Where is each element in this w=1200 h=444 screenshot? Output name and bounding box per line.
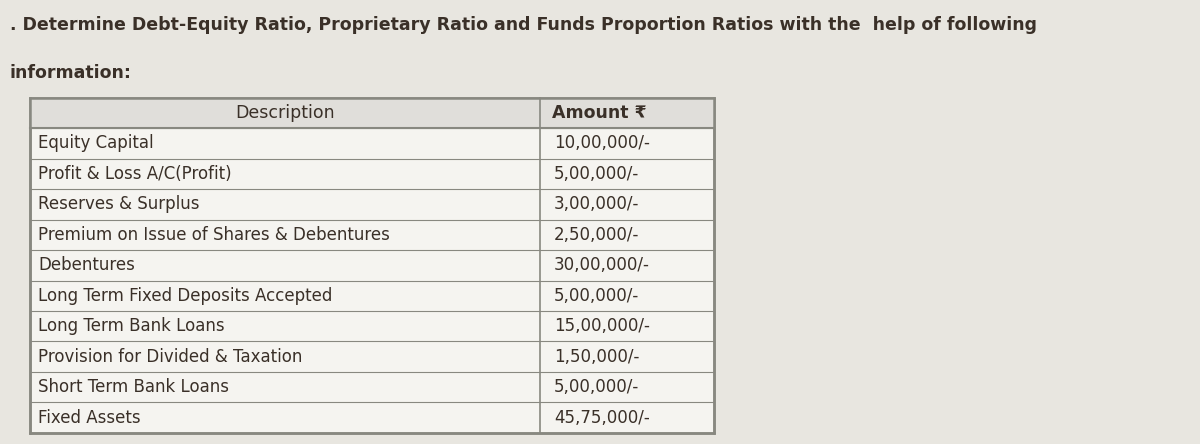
- Text: Amount ₹: Amount ₹: [552, 104, 647, 122]
- Text: 2,50,000/-: 2,50,000/-: [554, 226, 640, 244]
- Text: Long Term Bank Loans: Long Term Bank Loans: [38, 317, 226, 335]
- Text: information:: information:: [10, 64, 132, 83]
- Text: 5,00,000/-: 5,00,000/-: [554, 165, 640, 183]
- Text: 5,00,000/-: 5,00,000/-: [554, 287, 640, 305]
- Text: . Determine Debt-Equity Ratio, Proprietary Ratio and Funds Proportion Ratios wit: . Determine Debt-Equity Ratio, Proprieta…: [10, 16, 1037, 34]
- Text: 1,50,000/-: 1,50,000/-: [554, 348, 640, 366]
- Text: Equity Capital: Equity Capital: [38, 135, 154, 152]
- Text: Premium on Issue of Shares & Debentures: Premium on Issue of Shares & Debentures: [38, 226, 390, 244]
- Text: 10,00,000/-: 10,00,000/-: [554, 135, 650, 152]
- Text: 30,00,000/-: 30,00,000/-: [554, 256, 650, 274]
- Text: Short Term Bank Loans: Short Term Bank Loans: [38, 378, 229, 396]
- Text: Long Term Fixed Deposits Accepted: Long Term Fixed Deposits Accepted: [38, 287, 332, 305]
- Text: Debentures: Debentures: [38, 256, 136, 274]
- Text: 15,00,000/-: 15,00,000/-: [554, 317, 650, 335]
- Text: 45,75,000/-: 45,75,000/-: [554, 408, 649, 427]
- Text: 5,00,000/-: 5,00,000/-: [554, 378, 640, 396]
- Text: Reserves & Surplus: Reserves & Surplus: [38, 195, 200, 213]
- Text: 3,00,000/-: 3,00,000/-: [554, 195, 640, 213]
- Text: Fixed Assets: Fixed Assets: [38, 408, 142, 427]
- Text: Provision for Divided & Taxation: Provision for Divided & Taxation: [38, 348, 302, 366]
- Text: Profit & Loss A/C(Profit): Profit & Loss A/C(Profit): [38, 165, 232, 183]
- Text: Description: Description: [235, 104, 335, 122]
